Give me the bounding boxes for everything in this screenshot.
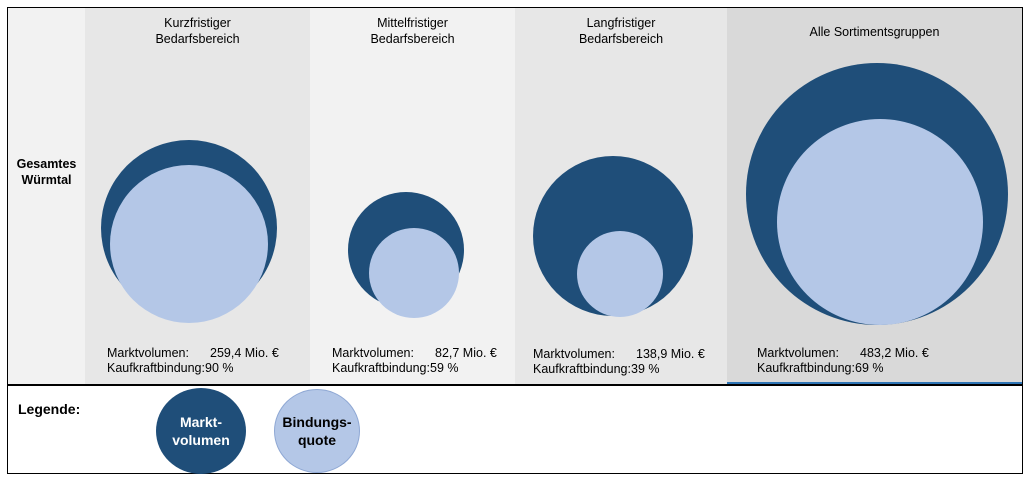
column-title: Langfristiger Bedarfsbereich <box>578 16 664 46</box>
kaufkraft-label: Kaufkraftbindung: <box>757 361 855 375</box>
column-title: Kurzfristiger Bedarfsbereich <box>155 16 240 46</box>
bubble-alle <box>746 63 1008 325</box>
circles-area: Kurzfristiger Bedarfsbereich Marktvolume… <box>8 8 1022 384</box>
legend-marktvolumen-circle: Markt- volumen <box>156 388 246 474</box>
marktvolumen-value: 483,2 Mio. € <box>860 346 929 360</box>
marktvolumen-value: 138,9 Mio. € <box>636 347 705 361</box>
kaufkraft-value: 39 % <box>631 362 660 376</box>
kaufkraft-label: Kaufkraftbindung: <box>107 361 205 375</box>
column-stats: Marktvolumen: 82,7 Mio. € Kaufkraftbindun… <box>332 346 497 376</box>
marktvolumen-label: Marktvolumen: <box>757 346 839 360</box>
kaufkraft-value: 69 % <box>855 361 884 375</box>
column-title: Mittelfristiger Bedarfsbereich <box>370 16 455 46</box>
column-stats: Marktvolumen: 259,4 Mio. € Kaufkraftbindu… <box>107 346 279 376</box>
bindungsquote-circle <box>577 231 663 317</box>
marktvolumen-label: Marktvolumen: <box>332 346 414 360</box>
legend-title: Legende: <box>18 401 81 417</box>
bindungsquote-circle <box>777 119 983 325</box>
kaufkraft-value: 90 % <box>205 361 234 375</box>
kaufkraft-label: Kaufkraftbindung: <box>533 362 631 376</box>
column-stats: Marktvolumen: 138,9 Mio. € Kaufkraftbindu… <box>533 347 705 377</box>
column-title: Alle Sortimentsgruppen <box>809 25 940 39</box>
accent-edge <box>727 382 1022 384</box>
marktvolumen-value: 82,7 Mio. € <box>435 346 497 360</box>
diagram-frame: Kurzfristiger Bedarfsbereich Marktvolume… <box>7 7 1023 474</box>
column-stats: Marktvolumen: 483,2 Mio. € Kaufkraftbindu… <box>757 346 929 376</box>
bubble-langfristig <box>533 156 693 317</box>
row-label-column <box>8 8 85 384</box>
row-title: Gesamtes Würmtal <box>16 157 77 187</box>
legend-divider <box>8 384 1022 386</box>
bubble-chart <box>101 63 1008 325</box>
legend-bindungsquote-circle: Bindungs- quote <box>274 389 360 473</box>
marktvolumen-label: Marktvolumen: <box>533 347 615 361</box>
bubble-kurzfristig <box>101 140 277 323</box>
marktvolumen-value: 259,4 Mio. € <box>210 346 279 360</box>
bindungsquote-circle <box>369 228 459 318</box>
marktvolumen-label: Marktvolumen: <box>107 346 189 360</box>
bindungsquote-circle <box>110 165 268 323</box>
kaufkraft-value: 59 % <box>430 361 459 375</box>
kaufkraft-label: Kaufkraftbindung: <box>332 361 430 375</box>
bubble-mittelfristig <box>348 192 464 318</box>
